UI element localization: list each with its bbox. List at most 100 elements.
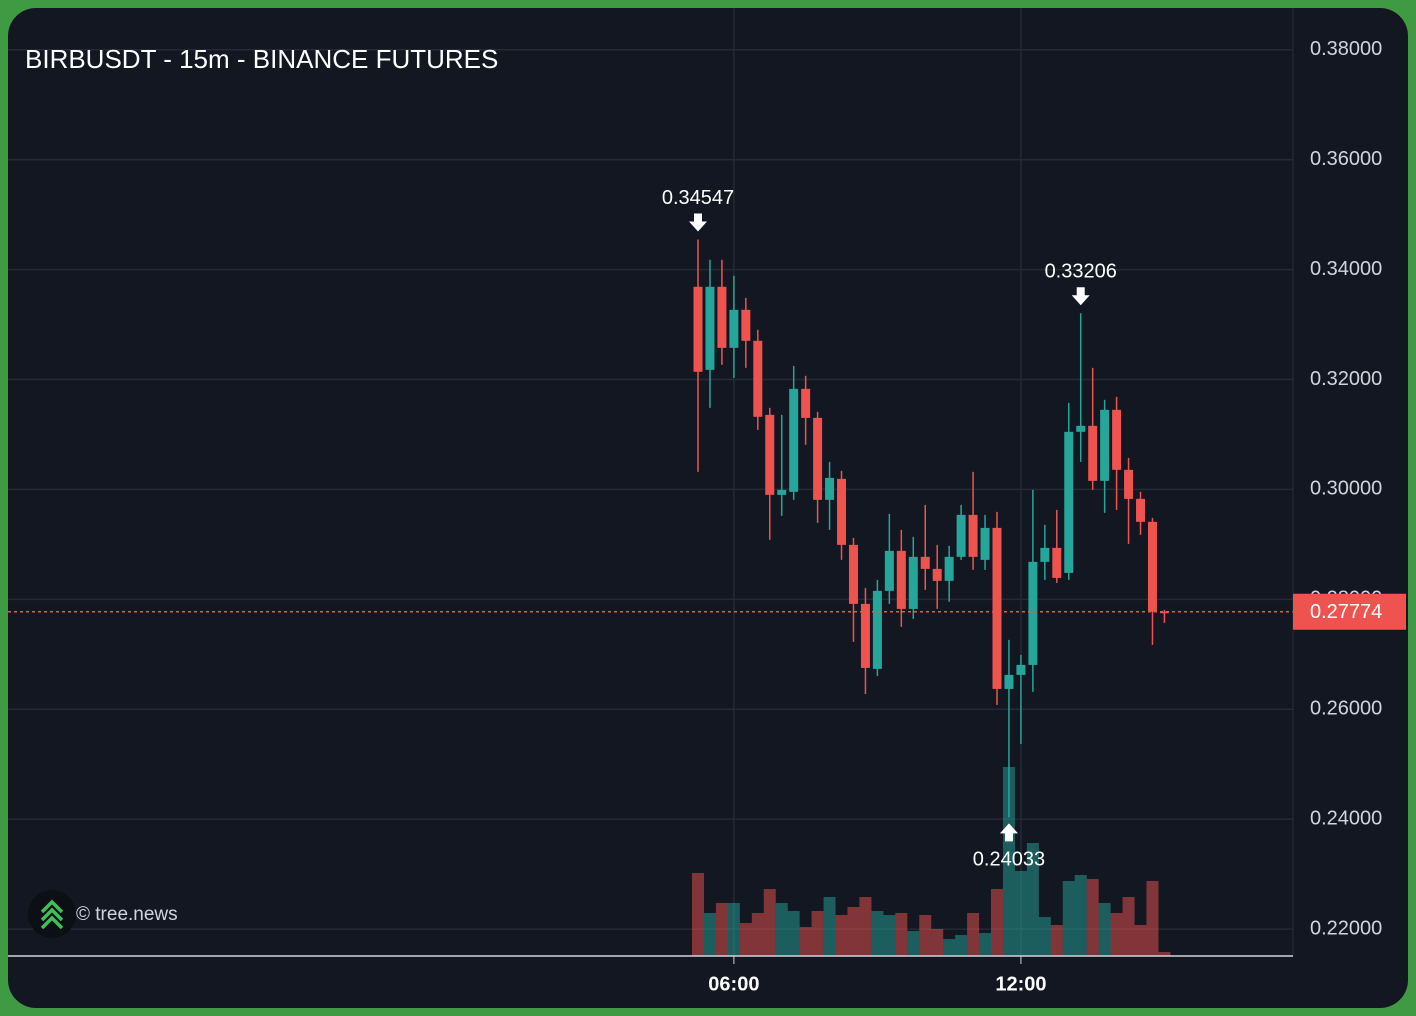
y-tick-label: 0.26000 (1310, 698, 1382, 720)
logo-chevrons (40, 899, 64, 930)
volume-bar (919, 915, 932, 956)
candle-body (1052, 547, 1062, 578)
high-label: 0.34547 (662, 187, 734, 209)
candle-body (801, 388, 811, 418)
volume-bar (979, 933, 992, 956)
volume-bar (727, 903, 740, 956)
candle-body (980, 527, 990, 560)
volume-bar (835, 915, 848, 956)
volume-bar (1134, 925, 1147, 956)
volume-bar (1098, 903, 1111, 956)
candle-body (896, 550, 906, 609)
high-label: 0.33206 (1045, 261, 1117, 283)
volume-bar (955, 935, 968, 956)
volume-bar (883, 915, 896, 956)
candle-body (753, 340, 763, 417)
volume-bar (692, 873, 704, 956)
chart-title: BIRBUSDT - 15m - BINANCE FUTURES (25, 44, 498, 74)
candle-body (860, 603, 870, 668)
volume-bar (775, 903, 788, 956)
candle-body (1076, 425, 1086, 432)
volume-bar (895, 913, 908, 956)
candle-body (1016, 664, 1026, 675)
candle-body (825, 477, 835, 500)
volume-bar (1002, 767, 1015, 956)
candle-body (932, 568, 942, 581)
volume-bar (1014, 871, 1027, 956)
candle-body (729, 309, 739, 348)
candle-body (968, 514, 978, 557)
candle-layer (693, 239, 1169, 818)
volume-bar (943, 939, 956, 956)
volume-bar (1062, 881, 1075, 956)
volume-bar (1158, 952, 1171, 956)
panel (8, 8, 1408, 1008)
logo (28, 890, 76, 938)
volume-bar (1026, 843, 1039, 956)
y-tick-label: 0.36000 (1310, 148, 1382, 170)
y-tick-label: 0.24000 (1310, 807, 1382, 829)
candle-body (908, 556, 918, 609)
volume-bar (1146, 881, 1159, 956)
volume-bar (1074, 875, 1087, 956)
candle-body (693, 286, 703, 372)
candle-body (884, 550, 894, 591)
candle-body (741, 309, 751, 341)
volume-bar (859, 897, 872, 956)
candle-body (1004, 674, 1014, 689)
candle-body (789, 388, 799, 492)
volume-bar (763, 889, 776, 956)
x-tick-label: 12:00 (995, 973, 1046, 995)
volume-bar (823, 897, 836, 956)
y-tick-label: 0.34000 (1310, 258, 1382, 280)
volume-bar (907, 931, 920, 956)
candle-body (837, 478, 847, 545)
volume-bar (739, 923, 752, 956)
low-label: 0.24033 (973, 849, 1045, 871)
volume-bar (751, 913, 764, 956)
high-arrow (1071, 287, 1090, 306)
volume-bar (967, 913, 980, 956)
y-tick-label: 0.22000 (1310, 917, 1382, 939)
y-tick-label: 0.32000 (1310, 368, 1382, 390)
candle-body (717, 286, 727, 348)
candle-body (1159, 611, 1169, 614)
volume-bar (715, 903, 728, 956)
candle-body (920, 556, 930, 569)
overlay-layer: 0.34547 0.33206 0.24033 (8, 187, 1293, 871)
candle-body (1100, 409, 1110, 481)
y-tick-label: 0.38000 (1310, 38, 1382, 60)
high-arrow (689, 213, 707, 232)
volume-layer (692, 767, 1171, 956)
candle-body (848, 544, 858, 604)
volume-bar (799, 927, 812, 956)
low-arrow (999, 823, 1018, 842)
volume-bar (871, 911, 884, 956)
last-price-box (1293, 593, 1406, 630)
candle-body (765, 414, 775, 495)
watermark: © tree.news (76, 904, 178, 925)
candle-body (1124, 469, 1134, 499)
candle-body (956, 514, 966, 557)
candle-body (944, 556, 954, 581)
volume-bar (1122, 897, 1135, 956)
volume-bar (991, 889, 1003, 956)
last-price-label: 0.27774 (1310, 601, 1382, 623)
candle-body (777, 489, 787, 495)
candle-body (1088, 425, 1098, 481)
volume-bar (1050, 925, 1063, 956)
candle-body (1147, 521, 1157, 612)
candle-body (1040, 547, 1050, 562)
volume-bar (847, 907, 860, 956)
candle-body (872, 590, 882, 669)
volume-bar (1038, 917, 1051, 956)
candle-body (705, 286, 715, 370)
y-tick-label: 0.30000 (1310, 478, 1382, 500)
volume-bar (787, 911, 800, 956)
candle-body (1136, 498, 1146, 522)
volume-bar (1110, 913, 1123, 956)
volume-bar (703, 913, 716, 956)
candle-body (1112, 409, 1122, 470)
